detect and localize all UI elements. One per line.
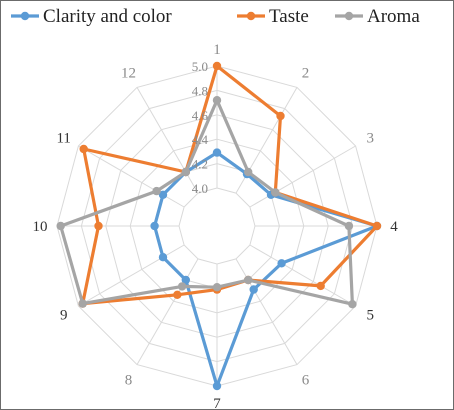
- data-point: [79, 144, 88, 154]
- category-label: 9: [60, 308, 68, 324]
- data-point: [56, 221, 65, 231]
- data-point: [212, 61, 222, 71]
- legend-swatch-marker: [20, 11, 30, 21]
- data-point: [249, 285, 258, 294]
- data-point: [212, 96, 222, 105]
- data-point: [372, 221, 382, 231]
- legend-item: Taste: [237, 6, 309, 27]
- category-label: 3: [367, 131, 375, 147]
- tick-label: 4.4: [192, 132, 209, 147]
- grid-ring: [178, 187, 256, 265]
- legend-label: Aroma: [367, 6, 420, 27]
- category-label: 12: [121, 66, 136, 82]
- data-point: [212, 381, 222, 391]
- category-label: 7: [213, 396, 221, 409]
- data-point: [316, 281, 325, 291]
- category-label: 1: [213, 42, 221, 58]
- category-label: 11: [56, 131, 70, 147]
- data-point: [244, 167, 253, 177]
- legend-label: Taste: [269, 6, 309, 27]
- data-point: [276, 111, 285, 121]
- radar-series: [56, 61, 382, 391]
- data-point: [158, 253, 168, 262]
- category-label: 8: [125, 372, 133, 388]
- data-point: [158, 190, 168, 199]
- series-line: [153, 151, 379, 388]
- data-point: [212, 148, 222, 157]
- data-point: [212, 283, 222, 292]
- data-point: [277, 259, 286, 268]
- legend: Clarity and color Taste Aroma: [11, 6, 420, 27]
- legend-swatch-marker: [344, 11, 354, 21]
- data-point: [181, 275, 190, 285]
- data-point: [78, 299, 87, 308]
- data-point: [94, 221, 103, 231]
- data-point: [173, 290, 182, 299]
- data-point: [344, 221, 354, 231]
- category-label: 4: [390, 219, 398, 235]
- data-point: [181, 167, 190, 177]
- data-point: [244, 275, 253, 285]
- legend-item: Clarity and color: [11, 6, 172, 27]
- tick-label: 4.6: [192, 108, 209, 123]
- tick-label: 5.0: [192, 59, 208, 74]
- series-line: [81, 64, 379, 306]
- category-label: 10: [33, 219, 48, 235]
- category-label: 2: [302, 66, 310, 82]
- tick-label: 4.8: [192, 83, 208, 98]
- data-point: [150, 221, 159, 231]
- category-label: 6: [302, 372, 310, 388]
- grid-spoke: [249, 244, 356, 307]
- legend-swatch-marker: [246, 11, 256, 21]
- data-point: [177, 282, 187, 291]
- tick-label: 4.2: [192, 157, 208, 172]
- category-label: 5: [367, 308, 375, 324]
- tick-label: 4.0: [192, 181, 208, 196]
- legend-item: Aroma: [335, 6, 420, 27]
- data-point: [271, 188, 280, 197]
- series-group: [78, 61, 382, 308]
- data-point: [152, 186, 161, 196]
- data-point: [348, 300, 357, 309]
- radar-grid: [56, 65, 378, 387]
- series-group: [56, 96, 357, 309]
- legend-label: Clarity and color: [43, 6, 172, 27]
